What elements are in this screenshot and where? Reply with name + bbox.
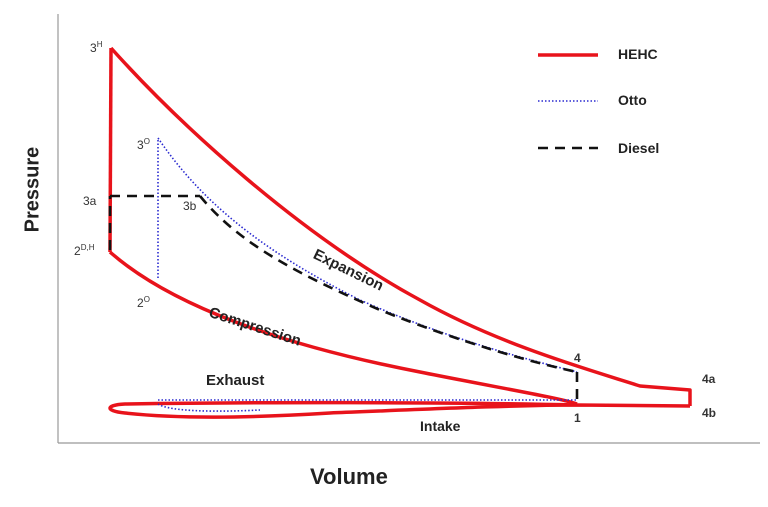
y-axis-label: Pressure [21, 146, 44, 233]
hehc-exhaust-intake-loop [108, 400, 691, 419]
hehc-cycle [108, 46, 692, 419]
point-2O-label: 2O [137, 295, 150, 310]
hehc-expansion [109, 46, 692, 406]
point-1-label: 1 [574, 411, 581, 425]
otto-expansion [157, 137, 578, 373]
hehc-compression [108, 250, 578, 406]
point-3H-label: 3H [90, 40, 103, 55]
point-4b-label: 4b [702, 406, 717, 420]
axes [57, 14, 760, 444]
point-4-label: 4 [574, 351, 581, 365]
otto-cycle [157, 137, 578, 412]
x-axis-label: Volume [310, 464, 388, 489]
point-3O-label: 3O [137, 137, 150, 152]
hehc-heat-addition [108, 47, 113, 253]
diesel-expansion [198, 195, 578, 374]
point-3b-label: 3b [183, 199, 197, 213]
point-4a-label: 4a [702, 372, 716, 386]
diesel-cycle [108, 194, 579, 402]
exhaust-label: Exhaust [206, 372, 265, 389]
intake-label: Intake [420, 418, 461, 434]
point-2DH-label: 2D,H [74, 243, 95, 258]
legend-otto: Otto [618, 92, 647, 108]
legend-diesel: Diesel [618, 140, 660, 156]
point-3a-label: 3a [83, 194, 97, 208]
legend-hehc: HEHC [618, 46, 658, 62]
